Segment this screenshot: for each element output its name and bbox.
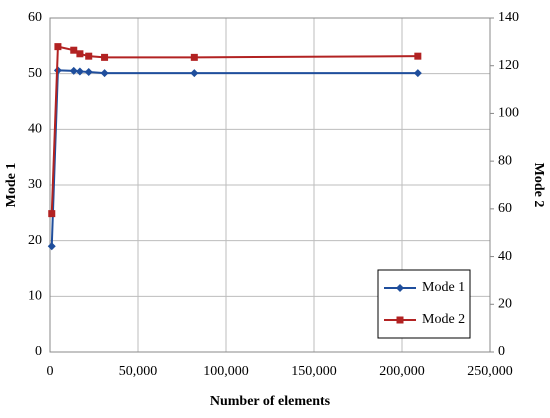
data-point: [190, 69, 199, 78]
legend-marker: [396, 284, 404, 292]
y-tick-label: 10: [28, 289, 42, 304]
data-point: [413, 69, 422, 78]
y2-tick-label: 60: [498, 201, 512, 216]
data-point: [70, 46, 78, 54]
series-line: [50, 69, 418, 247]
data-point: [101, 53, 109, 61]
y2-tick-label: 40: [498, 249, 512, 264]
y-tick-label: 50: [28, 66, 42, 81]
data-point: [76, 50, 84, 58]
x-tick-label: 250,000: [467, 364, 513, 379]
data-point: [414, 52, 422, 60]
y-tick-label: 40: [28, 122, 42, 137]
y-tick-label: 60: [28, 10, 42, 25]
y2-tick-label: 20: [498, 297, 512, 312]
y-tick-label: 30: [28, 177, 42, 192]
x-tick-label: 150,000: [291, 364, 337, 379]
y-tick-label: 0: [35, 344, 42, 359]
y-tick-label: 20: [28, 233, 42, 248]
data-point: [54, 43, 62, 51]
legend-label: Mode 1: [422, 280, 465, 295]
legend-box: [377, 269, 471, 339]
legend-marker: [396, 316, 404, 324]
x-tick-label: 100,000: [203, 364, 249, 379]
data-point: [69, 66, 78, 75]
data-point: [48, 210, 56, 218]
x-tick-label: 200,000: [379, 364, 425, 379]
plot-border: [49, 17, 491, 353]
data-point: [75, 67, 84, 76]
x-tick-label: 50,000: [119, 364, 158, 379]
y2-tick-label: 0: [498, 344, 505, 359]
data-point: [84, 67, 93, 76]
y2-tick-label: 120: [498, 58, 519, 73]
x-axis-label: Number of elements: [210, 394, 331, 409]
y2-axis-label: Mode 2: [531, 163, 546, 208]
data-point: [47, 242, 56, 251]
legend-label: Mode 2: [422, 312, 465, 327]
y2-tick-label: 140: [498, 10, 519, 25]
y-axis-label: Mode 1: [4, 163, 19, 208]
data-point: [85, 52, 93, 60]
y2-tick-label: 100: [498, 106, 519, 121]
y2-tick-label: 80: [498, 153, 512, 168]
data-point: [190, 53, 198, 61]
x-tick-label: 0: [47, 364, 54, 379]
data-point: [100, 69, 109, 78]
